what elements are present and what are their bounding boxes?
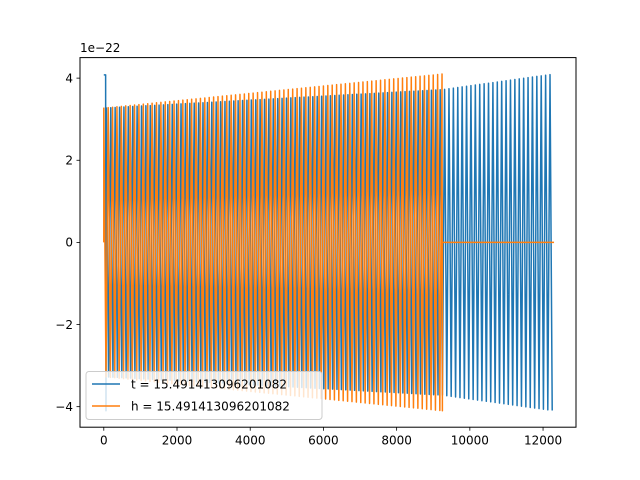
x-tick-label: 12000 [524, 434, 562, 448]
x-tick-label: 2000 [162, 434, 193, 448]
x-tick-label: 4000 [235, 434, 266, 448]
x-tick-label: 0 [100, 434, 108, 448]
y-tick-label: 2 [65, 154, 73, 168]
legend-box [85, 371, 323, 420]
legend-label: t = 15.491413096201082 [131, 377, 287, 391]
y-axis: −4 −2 0 2 4 [55, 71, 80, 414]
series-line-h [103, 73, 555, 412]
x-tick-label: 6000 [308, 434, 339, 448]
y-tick-label: −4 [55, 400, 73, 414]
y-tick-label: −2 [55, 318, 73, 332]
x-tick-label: 8000 [381, 434, 412, 448]
plot-area [103, 73, 555, 412]
x-tick-label: 10000 [451, 434, 489, 448]
x-axis: 0 2000 4000 6000 8000 10000 12000 [100, 427, 562, 448]
legend: t = 15.491413096201082 h = 15.49141309620… [85, 371, 323, 420]
y-tick-label: 4 [65, 71, 73, 85]
y-tick-label: 0 [65, 236, 73, 250]
legend-label: h = 15.491413096201082 [131, 399, 290, 413]
y-offset-label: 1e−22 [80, 41, 120, 55]
